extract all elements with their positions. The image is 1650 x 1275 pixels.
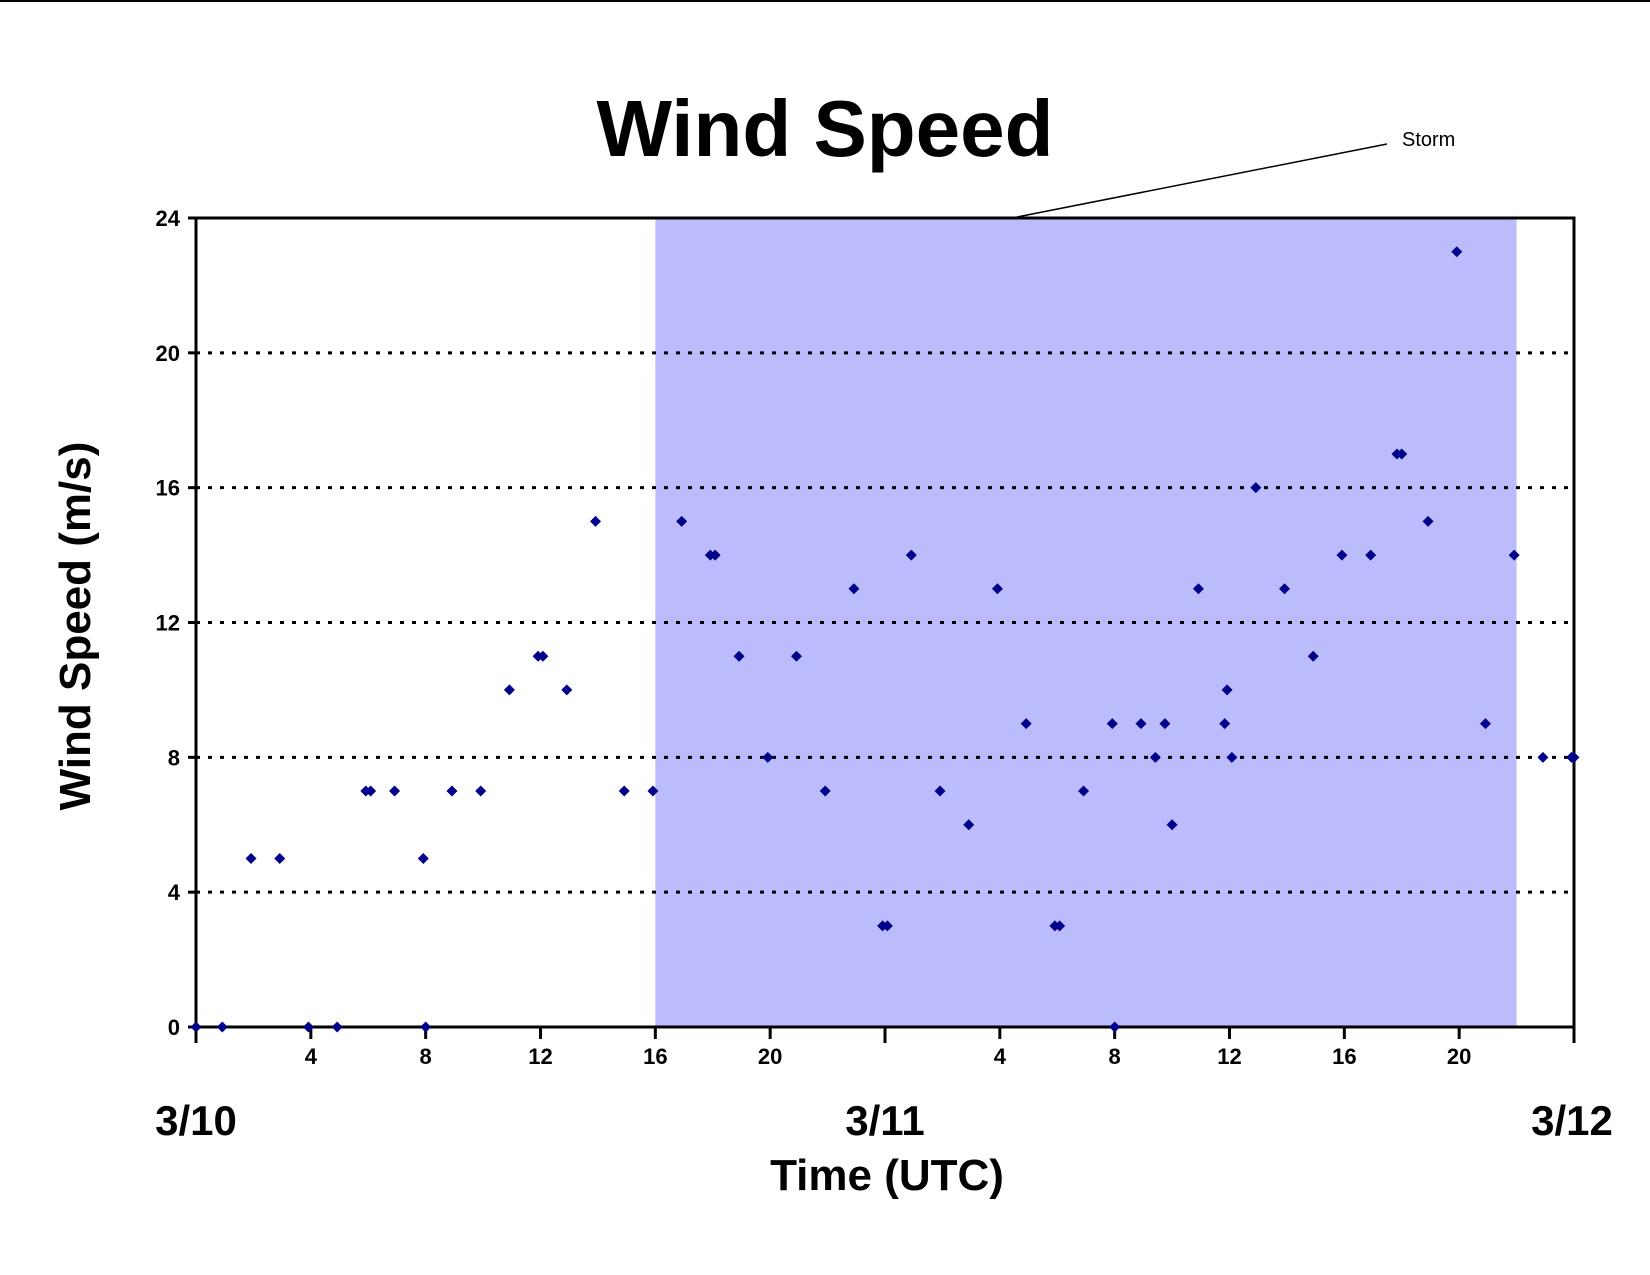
y-tick-label: 0 <box>168 1015 180 1040</box>
data-point <box>590 515 602 527</box>
y-tick-label: 24 <box>156 206 181 231</box>
data-point <box>274 852 286 864</box>
data-point <box>1106 718 1118 730</box>
data-point <box>733 650 745 662</box>
gridlines <box>196 351 1574 894</box>
x-tick-label: 4 <box>305 1044 318 1069</box>
data-point <box>1508 549 1520 561</box>
data-point <box>331 1021 343 1033</box>
data-point <box>537 650 549 662</box>
data-point <box>1396 448 1408 460</box>
top-border-line <box>0 0 1650 2</box>
x-tick-label: 16 <box>643 1044 667 1069</box>
x-tick-label: 8 <box>1109 1044 1121 1069</box>
data-point <box>618 785 630 797</box>
data-point <box>1219 718 1231 730</box>
data-point <box>302 1021 314 1033</box>
data-point <box>1479 718 1491 730</box>
y-tick-label: 8 <box>168 745 180 770</box>
data-point <box>1250 482 1262 494</box>
x-tick-label: 20 <box>1447 1044 1471 1069</box>
data-point <box>709 549 721 561</box>
data-point <box>1221 684 1233 696</box>
data-point <box>446 785 458 797</box>
data-point <box>647 785 659 797</box>
y-tick-label: 20 <box>156 341 180 366</box>
x-tick-label: 12 <box>1217 1044 1241 1069</box>
data-point <box>1135 718 1147 730</box>
data-point <box>190 1021 202 1033</box>
data-point <box>365 785 377 797</box>
data-point <box>963 819 975 831</box>
data-point <box>1054 920 1066 932</box>
x-tick-label: 4 <box>994 1044 1007 1069</box>
data-point <box>1226 751 1238 763</box>
y-tick-label: 16 <box>156 476 180 501</box>
x-axis-title: Time (UTC) <box>770 1151 1004 1200</box>
data-point <box>503 684 515 696</box>
data-point <box>420 1021 432 1033</box>
data-point <box>1078 785 1090 797</box>
data-point <box>905 549 917 561</box>
y-tick-label: 4 <box>168 880 181 905</box>
x-day-label: 3/11 <box>845 1097 924 1144</box>
y-tick-label: 12 <box>156 611 180 636</box>
data-point <box>1365 549 1377 561</box>
data-point <box>1149 751 1161 763</box>
data-point <box>934 785 946 797</box>
data-point <box>1109 1021 1121 1033</box>
data-point <box>1020 718 1032 730</box>
data-point <box>1279 583 1291 595</box>
data-point <box>389 785 401 797</box>
x-day-label: 3/10 <box>155 1097 237 1144</box>
storm-label: Storm <box>1402 129 1455 151</box>
tick-labels: 0 4 8 12 16 20 24 4 8 12 16 20 4 8 12 16 20 3/10 3/11 3/12 <box>155 206 1613 1144</box>
data-point <box>216 1021 228 1033</box>
data-point <box>991 583 1003 595</box>
data-point <box>819 785 831 797</box>
data-point <box>1422 515 1434 527</box>
data-point <box>245 852 257 864</box>
data-point <box>1307 650 1319 662</box>
data-points <box>190 246 1580 1033</box>
x-tick-label: 8 <box>420 1044 432 1069</box>
data-point <box>1166 819 1178 831</box>
axes <box>188 216 1576 1043</box>
data-point <box>790 650 802 662</box>
data-point <box>1336 549 1348 561</box>
data-point <box>1192 583 1204 595</box>
x-tick-label: 20 <box>758 1044 782 1069</box>
data-point <box>417 852 429 864</box>
data-point <box>1568 751 1580 763</box>
data-point <box>1537 751 1549 763</box>
data-point <box>1451 246 1463 258</box>
y-axis-title: Wind Speed (m/s) <box>51 442 100 811</box>
chart-title: Wind Speed <box>596 84 1053 173</box>
data-point <box>561 684 573 696</box>
data-point <box>475 785 487 797</box>
data-point <box>676 515 688 527</box>
data-point <box>762 751 774 763</box>
data-point <box>848 583 860 595</box>
x-tick-label: 12 <box>528 1044 552 1069</box>
x-tick-label: 16 <box>1332 1044 1356 1069</box>
storm-callout-line <box>1016 143 1388 218</box>
data-point <box>881 920 893 932</box>
x-day-label: 3/12 <box>1531 1097 1613 1144</box>
data-point <box>1159 718 1171 730</box>
